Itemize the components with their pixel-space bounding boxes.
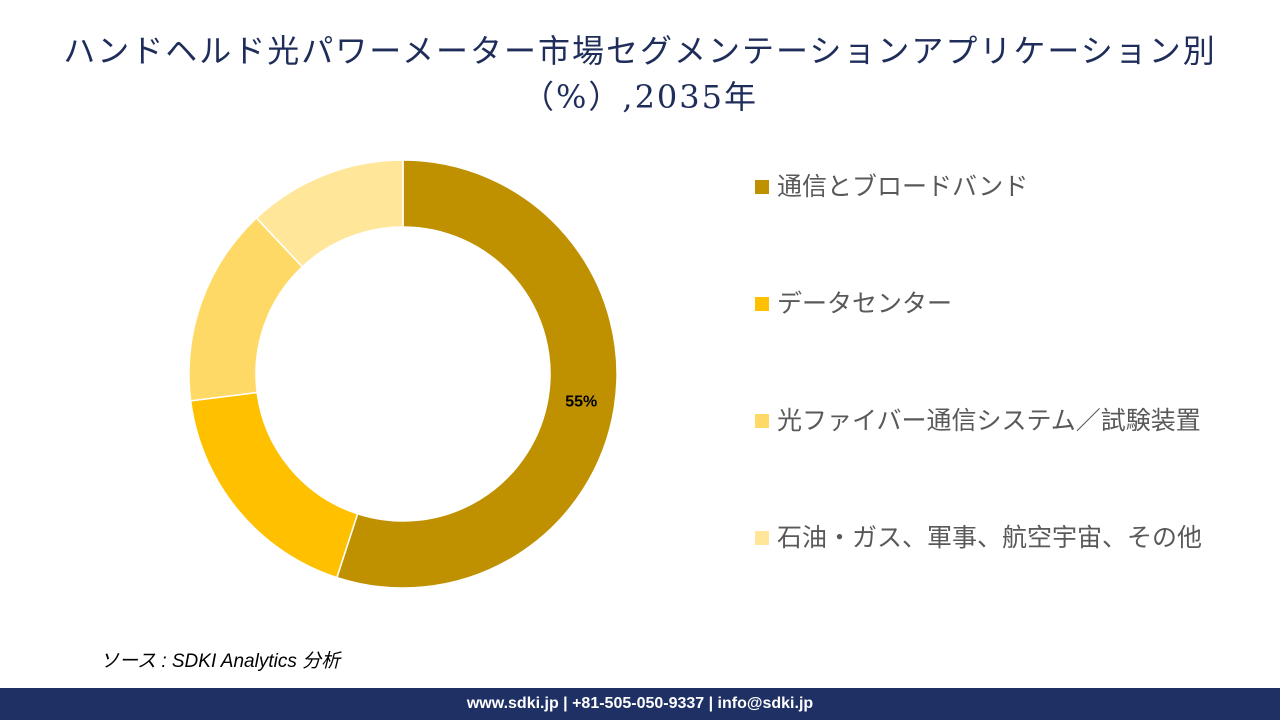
legend-item: 石油・ガス、軍事、航空宇宙、その他 (755, 515, 1215, 561)
legend-item: 通信とブロードバンド (755, 164, 1215, 210)
legend-swatch (755, 414, 769, 428)
donut-segment (189, 391, 359, 579)
legend-label: データセンター (777, 289, 953, 318)
donut-segment (255, 159, 404, 268)
data-label: 55% (565, 393, 597, 410)
source-note: ソース : SDKI Analytics 分析 (100, 651, 341, 672)
legend-swatch (755, 180, 769, 194)
chart: 55% (188, 159, 618, 589)
legend-item: データセンター (755, 281, 1215, 327)
legend-label: 石油・ガス、軍事、航空宇宙、その他 (777, 523, 1203, 552)
legend-label: 光ファイバー通信システム／試験装置 (777, 406, 1201, 435)
legend-swatch (755, 297, 769, 311)
donut-segment (335, 159, 618, 589)
legend-item: 光ファイバー通信システム／試験装置 (755, 398, 1215, 444)
legend-swatch (755, 531, 769, 545)
chart-title: ハンドヘルド光パワーメーター市場セグメンテーションアプリケーション別（%）,20… (63, 32, 1217, 116)
footer: www.sdki.jp | +81-505-050-9337 | info@sd… (0, 688, 1280, 720)
legend-label: 通信とブロードバンド (777, 172, 1029, 201)
